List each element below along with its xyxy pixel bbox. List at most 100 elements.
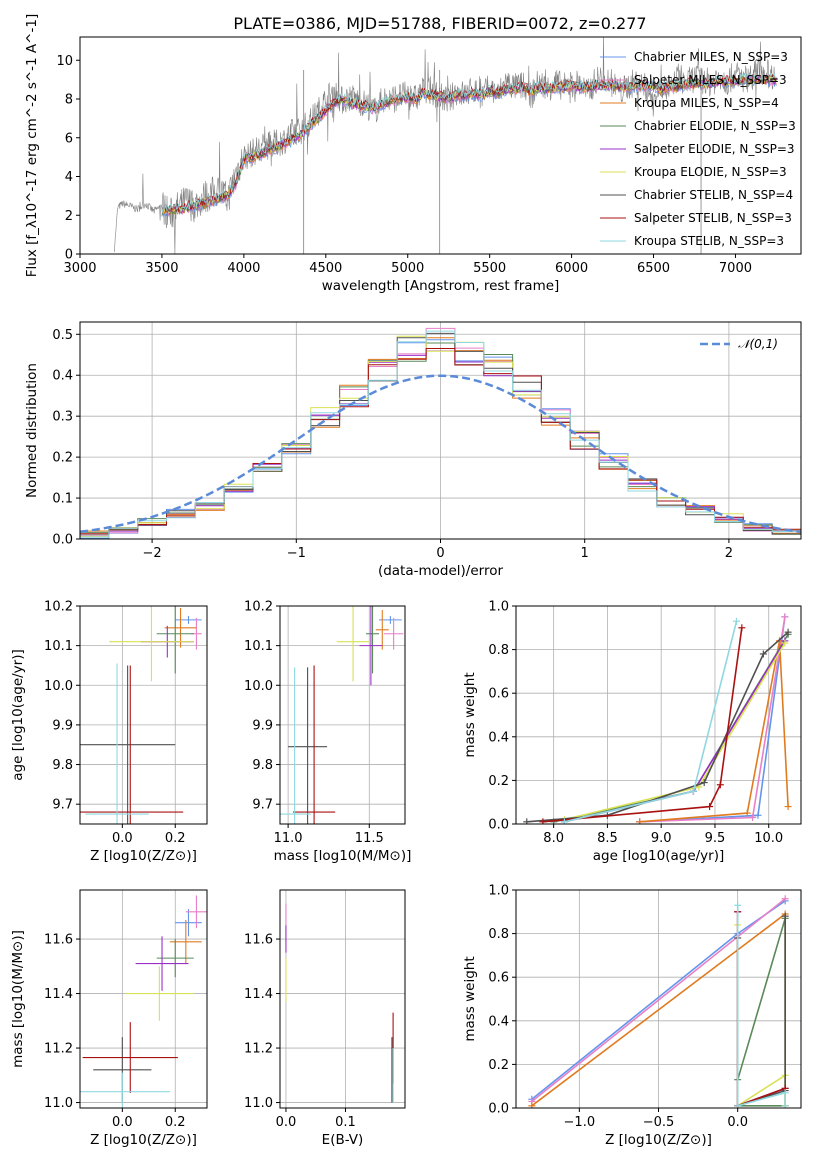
errorbar-point: [288, 667, 328, 824]
errorbar-point: [336, 606, 370, 682]
legend: 𝒩(0,1): [700, 337, 778, 351]
errorbar-point: [109, 606, 194, 682]
errorbar-point: [80, 665, 176, 824]
errorbar-point: [80, 1072, 170, 1108]
errorbar-point: [292, 665, 336, 824]
y-tick-label: 10: [56, 54, 73, 69]
y-tick-label: 11.0: [244, 1096, 273, 1111]
axes-frame: [279, 605, 406, 825]
x-tick-label: 0.0: [727, 1115, 748, 1130]
plus-marker: [781, 895, 789, 903]
y-tick-label: 0.0: [52, 533, 73, 548]
legend: Chabrier MILES, N_SSP=3 Salpeter MILES, N…: [600, 50, 796, 248]
plus-marker: [706, 803, 714, 811]
plus-marker: [560, 818, 568, 824]
plus-marker: [781, 1089, 789, 1097]
y-tick-label: 10.0: [44, 679, 73, 694]
histogram-steps: [80, 335, 801, 537]
plus-marker: [743, 809, 751, 817]
y-tick-label: 0.0: [488, 1102, 509, 1117]
y-tick-label: 10.1: [244, 639, 273, 654]
y-tick-label: 0.1: [52, 492, 73, 507]
y-tick-label: 0.8: [488, 643, 509, 658]
y-tick-label: 9.9: [52, 718, 73, 733]
axes-frame: [79, 36, 802, 255]
y-tick-label: 1.0: [488, 884, 509, 899]
y-tick-label: 0.4: [52, 369, 73, 384]
y-tick-label: 0.0: [488, 818, 509, 833]
y-tick-label: 9.9: [252, 718, 273, 733]
errorbar-point: [375, 609, 389, 650]
axes-frame: [79, 605, 208, 825]
errorbar-point: [359, 606, 383, 686]
x-tick-label: 5500: [473, 261, 506, 276]
mass-weight-line: [736, 918, 787, 1107]
plus-marker: [523, 818, 531, 824]
plus-marker: [689, 787, 697, 795]
plus-marker: [636, 818, 644, 824]
y-tick-label: 9.8: [52, 758, 73, 773]
errorbar-point: [124, 966, 194, 1021]
x-tick-label: 0: [436, 546, 444, 561]
plots-layer: 3000 3500 4000 4500 5000 5500 6000 6500 7000 0 2 4 6…: [10, 14, 802, 1148]
errorbar-point: [85, 663, 149, 824]
axes-frame: [515, 605, 802, 825]
plot-area: [80, 327, 801, 539]
y-tick-label: 11.6: [44, 933, 73, 948]
errorbar-point: [175, 615, 202, 624]
plus-marker: [749, 813, 757, 821]
x-tick-label: −0.5: [643, 1115, 675, 1130]
histogram-steps: [80, 330, 801, 538]
axes-frame: [279, 889, 406, 1109]
mass-weight-line: [736, 924, 787, 1108]
legend-label: Chabrier MILES, N_SSP=3: [634, 50, 788, 64]
y-axis-label: Normed distribution: [24, 363, 40, 498]
mass-weight-line: [542, 627, 743, 823]
plus-marker: [781, 1102, 789, 1108]
errorbar-point: [156, 939, 194, 978]
errorbar-point: [135, 936, 189, 991]
y-tick-label: 0.4: [488, 730, 509, 745]
x-tick-label: 0.0: [112, 1115, 133, 1130]
plus-marker: [700, 779, 708, 787]
y-tick-label: 0.2: [488, 1058, 509, 1073]
x-tick-label: 1: [581, 546, 589, 561]
legend-label: Salpeter ELODIE, N_SSP=3: [634, 142, 795, 156]
y-tick-label: 1.0: [488, 600, 509, 615]
plus-marker: [716, 781, 724, 789]
errorbar-point: [175, 909, 202, 937]
plot-area: [80, 606, 202, 824]
legend-label: Kroupa ELODIE, N_SSP=3: [634, 165, 787, 179]
plus-marker: [738, 624, 746, 632]
plus-marker: [781, 639, 789, 647]
plus-marker: [732, 617, 740, 625]
x-tick-label: 9.0: [651, 831, 672, 846]
y-tick-label: 9.7: [52, 798, 73, 813]
y-tick-label: 10.2: [244, 600, 273, 615]
y-axis-label: mass weight: [462, 956, 478, 1041]
model-fit-line: [161, 75, 777, 216]
y-tick-label: 11.2: [44, 1042, 73, 1057]
x-tick-label: 9.5: [705, 831, 726, 846]
panel-mass-vs-EBV: 0.0 0.1 11.0 11.2 11.4 11.6 E(B-V): [244, 889, 406, 1148]
plot-area: [285, 903, 394, 1103]
legend-label: Chabrier ELODIE, N_SSP=3: [634, 119, 796, 133]
panel-age-vs-Z: 0.0 0.2 9.7 9.8 9.9 10.0 10.1 10.2 Z [log10(Z/Z⊙…: [10, 600, 208, 864]
normal-curve: [80, 374, 801, 534]
y-tick-label: 9.8: [252, 758, 273, 773]
errorbar-point: [383, 617, 404, 650]
plus-marker: [759, 650, 767, 658]
plot-area: [528, 895, 789, 1108]
y-tick-label: 10.2: [44, 600, 73, 615]
y-tick-label: 0: [65, 248, 73, 263]
errorbar-point: [185, 895, 207, 929]
x-axis-label: Z [log10(Z/Z⊙)]: [90, 1132, 197, 1148]
y-tick-label: 0.2: [52, 451, 73, 466]
y-tick-label: 11.2: [244, 1042, 273, 1057]
plot-area: [523, 613, 792, 824]
errorbar-point: [280, 667, 311, 824]
y-tick-label: 0.5: [52, 328, 73, 343]
plus-marker: [781, 912, 789, 920]
x-tick-label: 8.5: [597, 831, 618, 846]
